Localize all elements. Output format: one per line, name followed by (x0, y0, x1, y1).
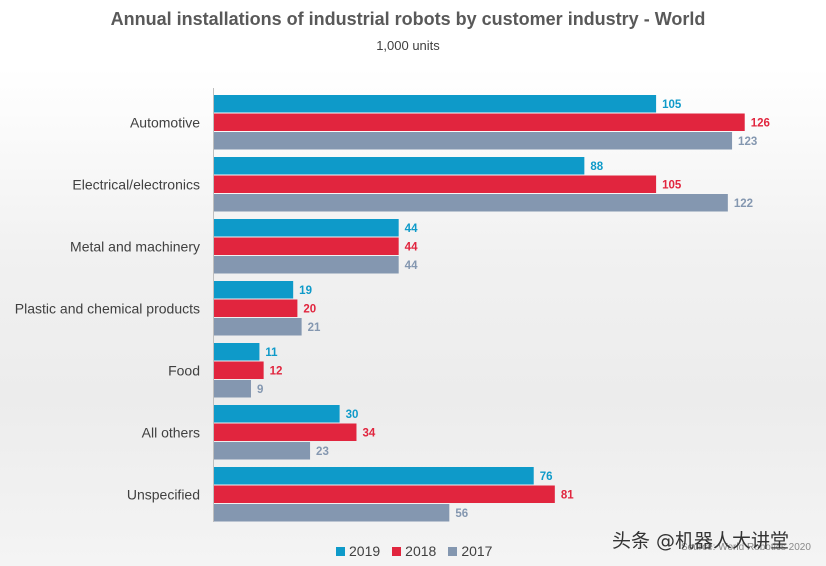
bar-metal-and-machinery-2019 (213, 219, 399, 237)
bar-all-others-2018 (213, 423, 357, 441)
bar-unspecified-2018 (213, 485, 555, 503)
source-note: Source: World Robotics 2020 (681, 542, 811, 553)
bar-automotive-2017 (213, 132, 733, 150)
category-label-plastic-and-chemical-products: Plastic and chemical products (15, 300, 200, 316)
category-label-food: Food (168, 362, 200, 378)
value-label-electrical-electronics-2019: 88 (590, 161, 603, 173)
value-label-unspecified-2018: 81 (561, 489, 574, 501)
bar-plastic-and-chemical-products-2018 (213, 299, 298, 317)
value-label-plastic-and-chemical-products-2018: 20 (303, 303, 316, 315)
watermark: 头条 @机器人大讲堂 (612, 530, 790, 552)
value-label-metal-and-machinery-2017: 44 (405, 260, 418, 272)
value-label-food-2019: 11 (265, 347, 278, 359)
bar-unspecified-2019 (213, 467, 534, 485)
legend: 2019 2018 2017 (336, 542, 504, 560)
bar-automotive-2019 (213, 95, 657, 113)
value-label-food-2017: 9 (257, 384, 263, 396)
bar-automotive-2018 (213, 113, 745, 131)
bar-food-2019 (213, 343, 260, 361)
legend-label-2019: 2019 (349, 543, 381, 559)
value-label-electrical-electronics-2017: 122 (734, 198, 753, 210)
bar-all-others-2019 (213, 405, 340, 423)
value-label-all-others-2017: 23 (316, 446, 329, 458)
category-label-metal-and-machinery: Metal and machinery (70, 238, 200, 254)
legend-label-2018: 2018 (405, 543, 437, 559)
bar-electrical-electronics-2019 (213, 157, 585, 175)
value-label-food-2018: 12 (270, 365, 283, 377)
bar-metal-and-machinery-2017 (213, 256, 399, 274)
bar-electrical-electronics-2017 (213, 194, 728, 212)
value-label-plastic-and-chemical-products-2019: 19 (299, 285, 312, 297)
legend-item-2019: 2019 (336, 543, 380, 559)
legend-swatch-2018 (392, 546, 402, 556)
bar-plastic-and-chemical-products-2019 (213, 281, 294, 299)
value-label-plastic-and-chemical-products-2017: 21 (308, 322, 321, 334)
value-label-metal-and-machinery-2018: 44 (405, 241, 418, 253)
bar-all-others-2017 (213, 442, 311, 460)
category-labels: Automotive Electrical/electronics Metal an… (15, 114, 200, 502)
bar-electrical-electronics-2018 (213, 175, 657, 193)
value-label-all-others-2019: 30 (346, 409, 359, 421)
bar-food-2018 (213, 361, 264, 379)
bars-layer (213, 95, 745, 522)
value-label-unspecified-2017: 56 (455, 508, 468, 520)
chart-subtitle: 1,000 units (376, 38, 440, 53)
value-label-unspecified-2019: 76 (540, 471, 553, 483)
bar-food-2017 (213, 380, 251, 398)
legend-label-2017: 2017 (461, 543, 493, 559)
legend-swatch-2017 (448, 546, 458, 556)
value-label-all-others-2018: 34 (362, 427, 375, 439)
bar-unspecified-2017 (213, 504, 450, 522)
bar-metal-and-machinery-2018 (213, 237, 399, 255)
category-label-electrical-electronics: Electrical/electronics (72, 176, 200, 192)
value-label-electrical-electronics-2018: 105 (662, 179, 682, 191)
chart-title: Annual installations of industrial robot… (110, 9, 706, 29)
value-label-automotive-2018: 126 (751, 117, 770, 129)
category-label-unspecified: Unspecified (127, 486, 200, 502)
legend-item-2018: 2018 (392, 543, 436, 559)
value-label-metal-and-machinery-2019: 44 (405, 223, 418, 235)
category-label-all-others: All others (142, 424, 200, 440)
value-label-automotive-2017: 123 (738, 136, 757, 148)
bar-plastic-and-chemical-products-2017 (213, 318, 302, 336)
legend-swatch-2019 (336, 546, 345, 556)
category-label-automotive: Automotive (130, 114, 200, 130)
legend-item-2017: 2017 (448, 543, 492, 559)
value-label-automotive-2019: 105 (662, 99, 682, 111)
